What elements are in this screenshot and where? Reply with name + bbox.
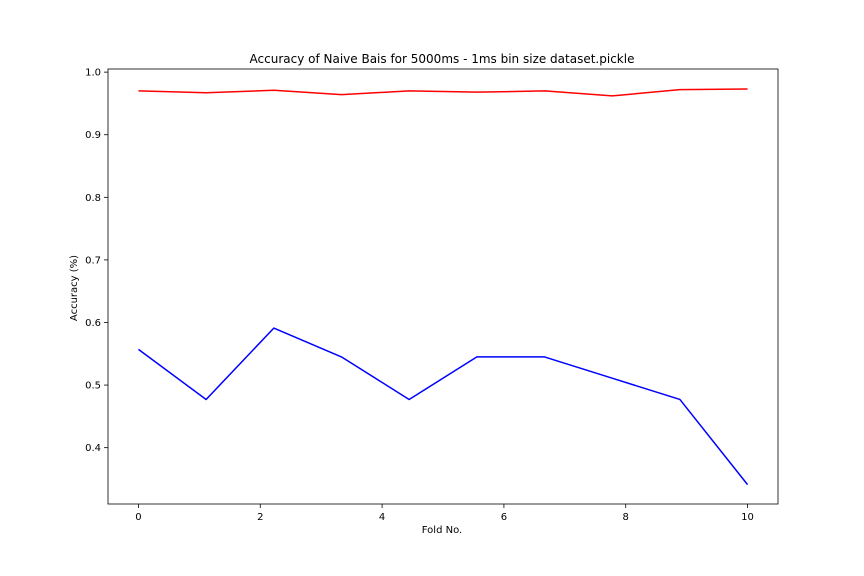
- y-axis-label: Accuracy (%): [69, 255, 80, 321]
- x-tick-label: 2: [257, 512, 263, 523]
- x-tick-label: 8: [623, 512, 629, 523]
- y-tick-label: 0.6: [85, 318, 101, 329]
- x-tick-label: 6: [501, 512, 507, 523]
- y-tick-label: 0.9: [85, 130, 101, 141]
- plot-frame: [107, 68, 779, 505]
- y-tick-label: 1.0: [85, 68, 101, 79]
- y-tick-label: 0.5: [85, 381, 101, 392]
- series-line-1: [138, 88, 748, 97]
- x-axis-label: Fold No.: [422, 525, 462, 536]
- series-line-2: [138, 327, 749, 486]
- plot-area: 0 2 4 6 8 10 0.4 0.5 0.6 0.7 0.8 0.9 1.0: [85, 68, 779, 523]
- y-tick-label: 0.7: [85, 255, 101, 266]
- x-tick-label: 0: [135, 512, 141, 523]
- y-tick-label: 0.8: [85, 193, 101, 204]
- chart-title: Accuracy of Naive Bais for 5000ms - 1ms …: [250, 52, 635, 66]
- x-tick-label: 10: [741, 512, 754, 523]
- x-tick-label: 4: [379, 512, 385, 523]
- y-tick-label: 0.4: [85, 443, 101, 454]
